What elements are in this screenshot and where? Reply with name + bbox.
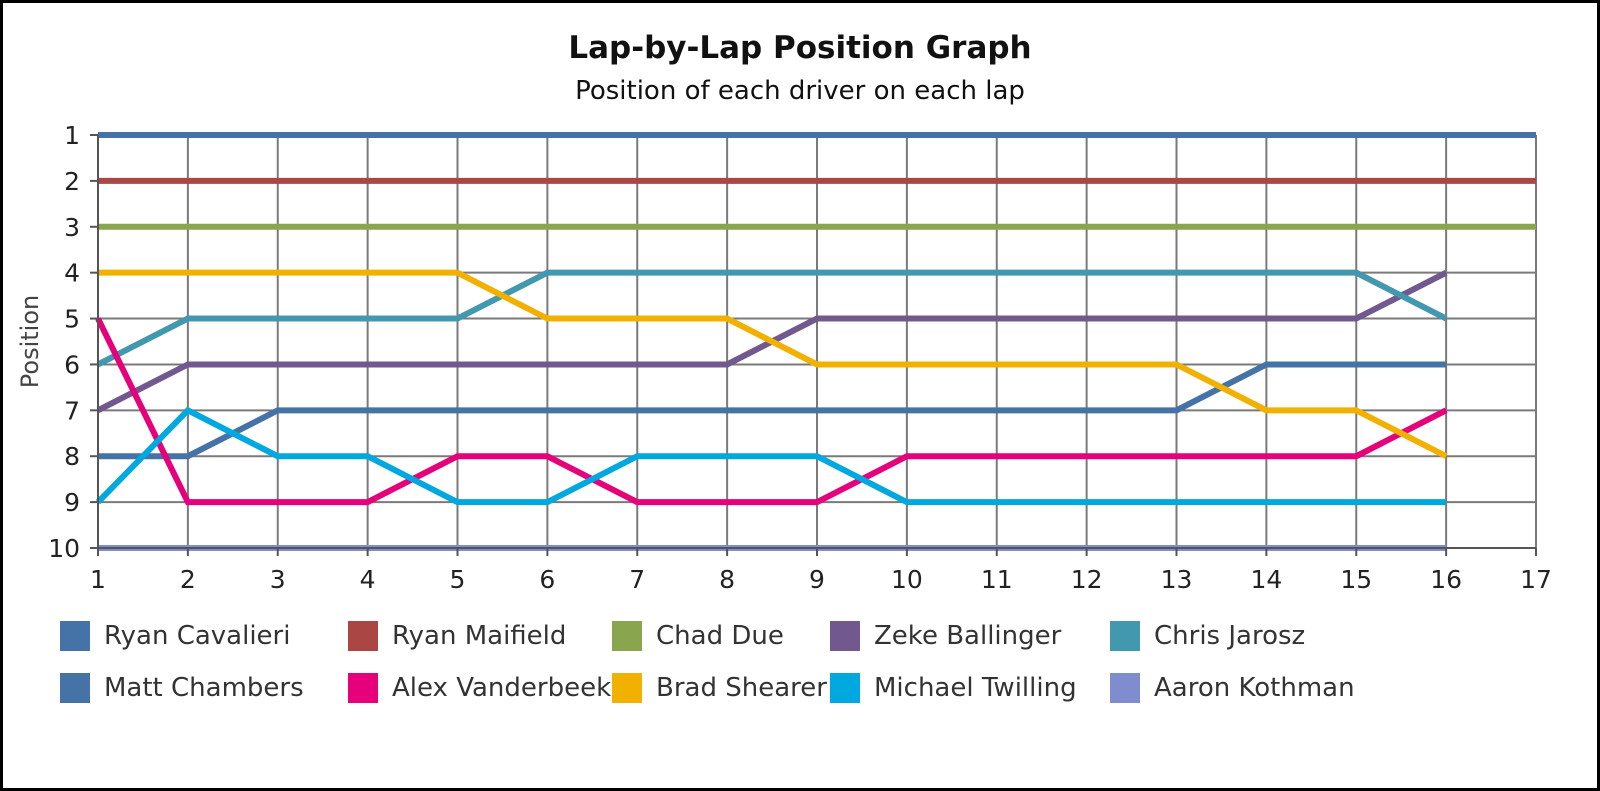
series-line-alex-vanderbeek xyxy=(95,317,1448,506)
x-tick-label: 9 xyxy=(809,565,825,594)
x-tick-label: 14 xyxy=(1250,565,1282,594)
x-tick-label: 2 xyxy=(180,565,196,594)
chart-subtitle: Position of each driver on each lap xyxy=(575,76,1025,106)
chart-title: Lap-by-Lap Position Graph xyxy=(568,30,1032,66)
x-tick-label: 4 xyxy=(360,565,376,594)
x-tick-label: 12 xyxy=(1071,565,1103,594)
series-line-michael-twilling xyxy=(95,406,1447,506)
x-tick-label: 7 xyxy=(629,565,645,594)
y-tick-label: 8 xyxy=(64,442,80,471)
y-axis-label: Position xyxy=(16,295,44,388)
grid xyxy=(97,134,1537,549)
y-tick-label: 2 xyxy=(64,167,80,196)
x-tick-label: 10 xyxy=(891,565,923,594)
series-line-chris-jarosz xyxy=(96,269,1448,368)
x-tick-label: 6 xyxy=(539,565,555,594)
x-tick-label: 1 xyxy=(90,565,106,594)
y-tick-label: 5 xyxy=(64,305,80,334)
series-line-brad-shearer xyxy=(98,269,1448,459)
y-tick-label: 4 xyxy=(64,259,80,288)
y-tick-label: 9 xyxy=(64,488,80,517)
y-tick-label: 6 xyxy=(64,350,80,379)
x-tick-label: 8 xyxy=(719,565,735,594)
x-tick-label: 11 xyxy=(981,565,1013,594)
y-tick-label: 1 xyxy=(64,121,80,150)
y-tick-label: 7 xyxy=(64,396,80,425)
x-tick-label: 17 xyxy=(1520,565,1552,594)
y-tick-label: 3 xyxy=(64,213,80,242)
x-tick-label: 16 xyxy=(1430,565,1462,594)
x-tick-label: 5 xyxy=(450,565,466,594)
x-tick-label: 13 xyxy=(1161,565,1193,594)
x-tick-label: 15 xyxy=(1340,565,1372,594)
x-tick-label: 3 xyxy=(270,565,286,594)
y-tick-label: 10 xyxy=(48,534,80,563)
